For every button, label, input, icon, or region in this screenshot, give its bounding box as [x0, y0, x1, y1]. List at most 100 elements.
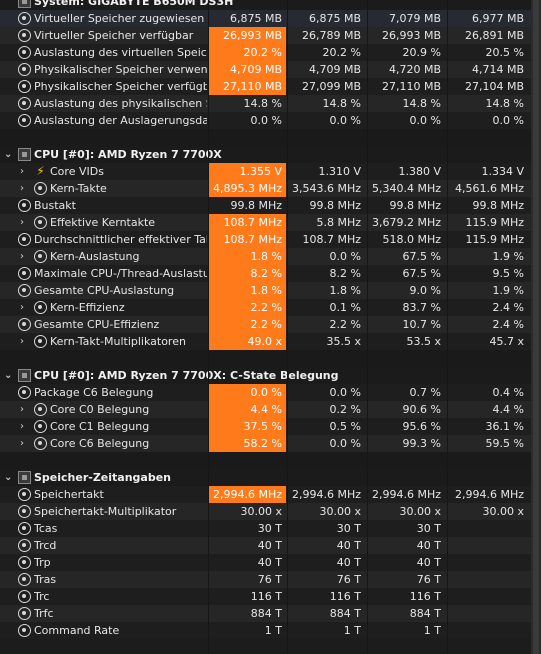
max-value: 4,720 MB: [388, 63, 441, 76]
sensor-row[interactable]: Trcd 40 T 40 T 40 T: [0, 537, 541, 554]
min-value: 40 T: [336, 539, 361, 552]
max-value: 7,079 MB: [388, 12, 441, 25]
expand-chevron-icon[interactable]: ›: [20, 166, 24, 177]
sensor-label: Speichertakt: [34, 488, 104, 501]
expand-chevron-icon[interactable]: ›: [20, 404, 24, 415]
max-value: 20.9 %: [402, 46, 441, 59]
expand-chevron-icon[interactable]: ›: [20, 336, 24, 347]
sensor-row[interactable]: Maximale CPU-/Thread-Auslastung 8.2 % 8.2 …: [0, 265, 541, 282]
sensor-icon: [34, 182, 47, 195]
sensor-row[interactable]: › Kern-Takte 4,895.3 MHz 3,543.6 MHz 5,340.4…: [0, 180, 541, 197]
group-header-row[interactable]: System: GIGABYTE B650M DS3H: [0, 0, 541, 10]
current-value: 6,875 MB: [229, 12, 282, 25]
sensor-row[interactable]: Gesamte CPU-Auslastung 1.8 % 1.8 % 9.0 % 1.9…: [0, 282, 541, 299]
sensor-row[interactable]: Physikalischer Speicher verwendet 4,709 M…: [0, 61, 541, 78]
min-value: 30.00 x: [319, 505, 362, 518]
sensor-icon: [18, 97, 31, 110]
current-value: 108.7 MHz: [209, 214, 286, 231]
max-value: 99.8 MHz: [389, 199, 441, 212]
group-header-row[interactable]: ⌄ CPU [#0]: AMD Ryzen 7 7700X: C-State Be…: [0, 367, 541, 384]
group-header-label: System: GIGABYTE B650M DS3H: [34, 0, 234, 8]
average-value: 36.1 %: [485, 420, 524, 433]
sensor-row[interactable]: Durchschnittlicher effektiver Takt 108.7 …: [0, 231, 541, 248]
max-value: 116 T: [409, 590, 441, 603]
sensor-label: Kern-Takt-Multiplikatoren: [50, 335, 186, 348]
sensor-row[interactable]: Speichertakt 2,994.6 MHz 2,994.6 MHz 2,994.…: [0, 486, 541, 503]
average-value: 6,977 MB: [471, 12, 524, 25]
sensor-row[interactable]: Command Rate 1 T 1 T 1 T: [0, 622, 541, 639]
expand-chevron-icon[interactable]: ›: [20, 421, 24, 432]
max-value: 26,993 MB: [381, 29, 441, 42]
sensor-icon: [18, 114, 31, 127]
expand-chevron-icon[interactable]: ›: [20, 217, 24, 228]
min-value: 116 T: [329, 590, 361, 603]
group-header-label: Speicher-Zeitangaben: [34, 471, 172, 484]
sensor-row[interactable]: › Core C0 Belegung 4.4 % 0.2 % 90.6 % 4.4 %: [0, 401, 541, 418]
spacer-row: [0, 452, 541, 469]
group-header-row[interactable]: ⌄ CPU [#0]: AMD Ryzen 7 7700X: [0, 146, 541, 163]
sensor-row[interactable]: › Core C1 Belegung 37.5 % 0.5 % 95.6 % 36.1 %: [0, 418, 541, 435]
sensor-row[interactable]: Tcas 30 T 30 T 30 T: [0, 520, 541, 537]
sensor-label: Tras: [34, 573, 57, 586]
sensor-label: Kern-Effizienz: [50, 301, 125, 314]
average-value: 2.4 %: [492, 318, 524, 331]
collapse-chevron-icon[interactable]: ⌄: [4, 472, 13, 483]
sensor-row[interactable]: › Effektive Kerntakte 108.7 MHz 5.8 MHz 3,67…: [0, 214, 541, 231]
sensor-row[interactable]: › ⚡ Core VIDs 1.355 V 1.310 V 1.380 V 1.334 V: [0, 163, 541, 180]
sensor-row[interactable]: › Kern-Effizienz 2.2 % 0.1 % 83.7 % 2.4 %: [0, 299, 541, 316]
expand-chevron-icon[interactable]: ›: [20, 438, 24, 449]
max-value: 67.5 %: [402, 250, 441, 263]
sensor-icon: [18, 46, 31, 59]
sensor-row[interactable]: Trp 40 T 40 T 40 T: [0, 554, 541, 571]
sensor-row[interactable]: Virtueller Speicher zugewiesen 6,875 MB 6,…: [0, 10, 541, 27]
cpu-chip-icon: [18, 369, 31, 382]
min-value: 8.2 %: [329, 267, 361, 280]
sensor-icon: [18, 522, 31, 535]
sensor-label: Gesamte CPU-Auslastung: [34, 284, 175, 297]
expand-chevron-icon[interactable]: ›: [20, 302, 24, 313]
collapse-chevron-icon[interactable]: ⌄: [4, 370, 13, 381]
current-value: 58.2 %: [209, 435, 286, 452]
average-value: 1.334 V: [481, 165, 524, 178]
sensor-row[interactable]: Auslastung des virtuellen Speichers20.2 …: [0, 44, 541, 61]
collapse-chevron-icon[interactable]: ⌄: [4, 149, 13, 160]
sensor-row[interactable]: Bustakt 99.8 MHz 99.8 MHz 99.8 MHz 99.8 MHz: [0, 197, 541, 214]
sensor-row[interactable]: Gesamte CPU-Effizienz 2.2 % 2.2 % 10.7 % 2.4…: [0, 316, 541, 333]
min-value: 3,543.6 MHz: [291, 182, 361, 195]
sensor-icon: [34, 216, 47, 229]
scrollbar-thumb[interactable]: [533, 0, 539, 654]
min-value: 1.310 V: [318, 165, 361, 178]
sensor-row[interactable]: Auslastung des physikalischen Spe... 14.8…: [0, 95, 541, 112]
average-value: 4,714 MB: [471, 63, 524, 76]
current-value: 40 T: [257, 539, 282, 552]
sensor-row[interactable]: Virtueller Speicher verfügbar 26,993 MB 26…: [0, 27, 541, 44]
sensor-label: Command Rate: [34, 624, 120, 637]
sensor-row[interactable]: Trfc 884 T 884 T 884 T: [0, 605, 541, 622]
sensor-row[interactable]: Trc 116 T 116 T 116 T: [0, 588, 541, 605]
sensor-row[interactable]: Physikalischer Speicher verfügbar 27,110 …: [0, 78, 541, 95]
min-value: 4,709 MB: [308, 63, 361, 76]
sensor-icon: [18, 624, 31, 637]
memory-chip-icon: [18, 471, 31, 484]
vertical-scrollbar[interactable]: [531, 0, 541, 654]
sensor-label: Core C0 Belegung: [50, 403, 150, 416]
sensor-row[interactable]: Package C6 Belegung 0.0 % 0.0 % 0.7 % 0.4 %: [0, 384, 541, 401]
current-value: 20.2 %: [209, 44, 286, 61]
average-value: 2.4 %: [492, 301, 524, 314]
max-value: 0.7 %: [409, 386, 441, 399]
sensor-row[interactable]: Tras 76 T 76 T 76 T: [0, 571, 541, 588]
sensor-row[interactable]: › Core C6 Belegung 58.2 % 0.0 % 99.3 % 59.5 %: [0, 435, 541, 452]
expand-chevron-icon[interactable]: ›: [20, 183, 24, 194]
max-value: 83.7 %: [402, 301, 441, 314]
expand-chevron-icon[interactable]: ›: [20, 251, 24, 262]
sensor-row[interactable]: Auslastung der Auslagerungsdatei 0.0 % 0.0…: [0, 112, 541, 129]
sensor-row[interactable]: › Kern-Auslastung 1.8 % 0.0 % 67.5 % 1.9 %: [0, 248, 541, 265]
cpu-chip-icon: [18, 148, 31, 161]
current-value: 0.0 %: [250, 114, 282, 127]
sensor-label: Speichertakt-Multiplikator: [34, 505, 177, 518]
group-header-row[interactable]: ⌄ Speicher-Zeitangaben: [0, 469, 541, 486]
sensor-row[interactable]: › Kern-Takt-Multiplikatoren 49.0 x 35.5 x 53…: [0, 333, 541, 350]
current-value: 49.0 x: [209, 333, 286, 350]
sensor-row[interactable]: Speichertakt-Multiplikator 30.00 x 30.00 x…: [0, 503, 541, 520]
sensor-icon: [18, 590, 31, 603]
